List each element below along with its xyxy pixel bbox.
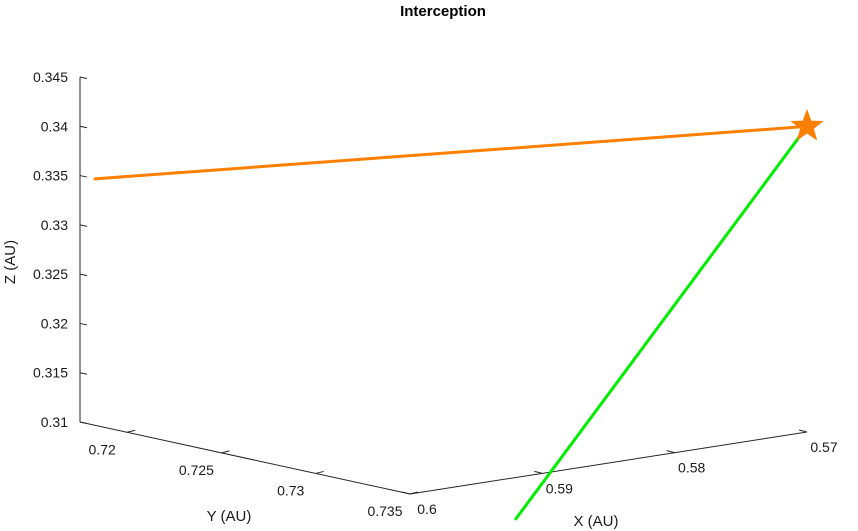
z-tick-label: 0.325	[33, 266, 68, 282]
z-tick	[79, 322, 88, 326]
z-tick-label: 0.335	[33, 168, 68, 184]
y-tick	[409, 491, 419, 495]
x-tick-label: 0.6	[417, 501, 437, 517]
marker-layer	[790, 108, 824, 141]
z-axis-label: Z (AU)	[2, 240, 19, 284]
chart-title: Interception	[400, 3, 486, 20]
x-tick-label: 0.57	[810, 439, 837, 455]
z-tick-label: 0.33	[41, 217, 68, 233]
tick-marks	[79, 76, 808, 495]
x-axis-label: X (AU)	[574, 513, 619, 530]
z-tick	[79, 273, 88, 277]
y-tick	[127, 429, 136, 433]
y-tick-label: 0.72	[89, 441, 116, 457]
series-line-2	[514, 124, 809, 521]
z-tick	[79, 175, 88, 178]
z-tick	[79, 224, 88, 227]
axes	[79, 77, 808, 495]
y-tick-label: 0.73	[277, 482, 304, 498]
x-tick	[534, 470, 543, 474]
y-tick	[315, 470, 324, 474]
series-layer	[93, 124, 809, 521]
z-tick	[79, 125, 88, 129]
x-axis-line	[409, 431, 808, 495]
z-tick-label: 0.31	[41, 414, 68, 430]
x-tick-label: 0.58	[678, 460, 705, 476]
x-tick	[401, 491, 411, 495]
z-tick-label: 0.345	[33, 69, 68, 85]
x-tick-label: 0.59	[546, 480, 573, 496]
z-tick	[79, 421, 88, 424]
x-tick	[666, 450, 675, 454]
tick-labels: 0.6 0.59 0.58 0.57 0.72 0.725 0.73 0.735 0.31 0.3…	[33, 69, 838, 519]
y-axis-line	[79, 421, 411, 495]
y-tick-label: 0.725	[179, 462, 214, 478]
y-tick	[221, 450, 230, 454]
z-tick-label: 0.315	[33, 365, 68, 381]
x-tick	[798, 429, 808, 433]
z-tick-label: 0.34	[41, 118, 68, 134]
y-tick-label: 0.735	[367, 503, 402, 519]
y-axis-label: Y (AU)	[207, 508, 252, 525]
z-tick-label: 0.32	[41, 315, 68, 331]
z-tick	[79, 76, 88, 79]
series-line-1	[93, 124, 809, 181]
z-tick	[79, 372, 88, 375]
star-marker	[790, 108, 824, 141]
